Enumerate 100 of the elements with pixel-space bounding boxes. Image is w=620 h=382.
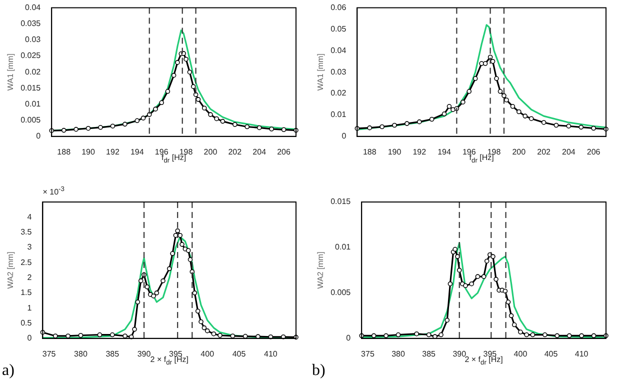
- y-tick-label: 0.02: [25, 67, 42, 76]
- y-tick-label: 0.03: [330, 67, 347, 76]
- point: [178, 232, 183, 238]
- y-axis-title: WA2 [mm]: [316, 252, 326, 289]
- point: [579, 333, 584, 338]
- point: [502, 288, 508, 294]
- x-tick-label: 400: [200, 349, 215, 358]
- point: [74, 126, 78, 132]
- point: [554, 122, 559, 128]
- point: [442, 111, 447, 116]
- point: [153, 106, 158, 112]
- point: [134, 118, 140, 124]
- point: [371, 333, 376, 338]
- point: [481, 274, 486, 279]
- point: [479, 61, 484, 66]
- point: [165, 88, 170, 94]
- point: [135, 300, 140, 304]
- y-tick-label: 0: [342, 132, 347, 141]
- y-tick-label: 0.06: [330, 3, 347, 12]
- y-tick-label: 0.035: [20, 19, 42, 28]
- x-tick-label: 196: [154, 147, 169, 156]
- point: [230, 334, 236, 338]
- point: [244, 124, 250, 130]
- x-tick-label: 375: [42, 349, 56, 358]
- x-tick-label: 390: [137, 349, 152, 358]
- point: [502, 93, 506, 98]
- x-tick-label: 204: [562, 147, 576, 156]
- y-axis-title: WA1 [mm]: [316, 54, 326, 91]
- x-tick-label: 202: [537, 147, 552, 156]
- y-tick-label: 0.05: [330, 24, 347, 34]
- point: [122, 334, 128, 338]
- point: [160, 278, 166, 284]
- x-tick-label: 204: [252, 147, 267, 156]
- y-tick-label: 1.5: [20, 288, 32, 298]
- text: a): [2, 362, 14, 380]
- point: [566, 333, 572, 338]
- point: [211, 331, 216, 336]
- point: [218, 332, 222, 338]
- x-tick-label: 190: [82, 147, 96, 156]
- x-tick-label: 192: [106, 147, 120, 156]
- point: [86, 126, 91, 131]
- point: [490, 58, 496, 64]
- point: [144, 284, 150, 290]
- point: [463, 283, 468, 288]
- y-tick-label: 0.04: [330, 46, 347, 55]
- point: [542, 332, 548, 338]
- y-tick-label: 3: [27, 242, 32, 252]
- point: [188, 257, 193, 262]
- point: [52, 334, 58, 338]
- point: [456, 268, 462, 273]
- point: [214, 116, 219, 122]
- point: [281, 127, 286, 132]
- y-tick-label: 0.01: [25, 99, 42, 108]
- y-tick-label: 3.5: [20, 228, 32, 237]
- x-tick-label: 390: [452, 349, 467, 358]
- point: [504, 98, 509, 102]
- point: [472, 76, 478, 81]
- x-tick-label: 200: [512, 147, 526, 156]
- x-tick-label: 385: [106, 349, 120, 358]
- point: [469, 281, 474, 286]
- point: [446, 104, 452, 109]
- point: [380, 124, 384, 130]
- y-tick-label: 0.015: [20, 83, 42, 92]
- point: [202, 325, 207, 330]
- y-tick-label: 0.03: [25, 35, 42, 44]
- point: [512, 322, 517, 328]
- point: [448, 281, 453, 286]
- point: [180, 242, 184, 247]
- text: × 10$^{-3}$: [42, 186, 64, 197]
- point: [110, 124, 116, 129]
- point: [196, 97, 201, 102]
- point: [187, 70, 192, 74]
- y-tick-label: 2.5: [20, 258, 32, 267]
- point: [522, 114, 528, 118]
- point: [591, 333, 596, 338]
- x-tick-label: 206: [586, 147, 601, 156]
- y-tick-label: 0.005: [20, 116, 42, 125]
- point: [518, 330, 523, 334]
- point: [566, 124, 572, 129]
- point: [396, 332, 401, 338]
- point: [232, 122, 238, 127]
- y-tick-label: 0.025: [20, 51, 42, 60]
- point: [591, 126, 596, 131]
- point: [498, 88, 503, 94]
- point: [138, 278, 144, 284]
- point: [195, 308, 200, 314]
- point: [429, 116, 434, 122]
- point: [475, 274, 480, 279]
- point: [367, 125, 372, 130]
- x-tick-label: 405: [544, 349, 558, 358]
- point: [510, 104, 516, 109]
- y-tick-label: 0: [36, 132, 42, 141]
- point: [516, 109, 522, 114]
- y-tick-label: 0: [27, 334, 32, 343]
- point: [110, 332, 115, 338]
- x-tick-label: 192: [412, 147, 427, 156]
- point: [450, 107, 456, 112]
- point: [452, 246, 458, 252]
- point: [508, 313, 514, 318]
- point: [444, 318, 450, 323]
